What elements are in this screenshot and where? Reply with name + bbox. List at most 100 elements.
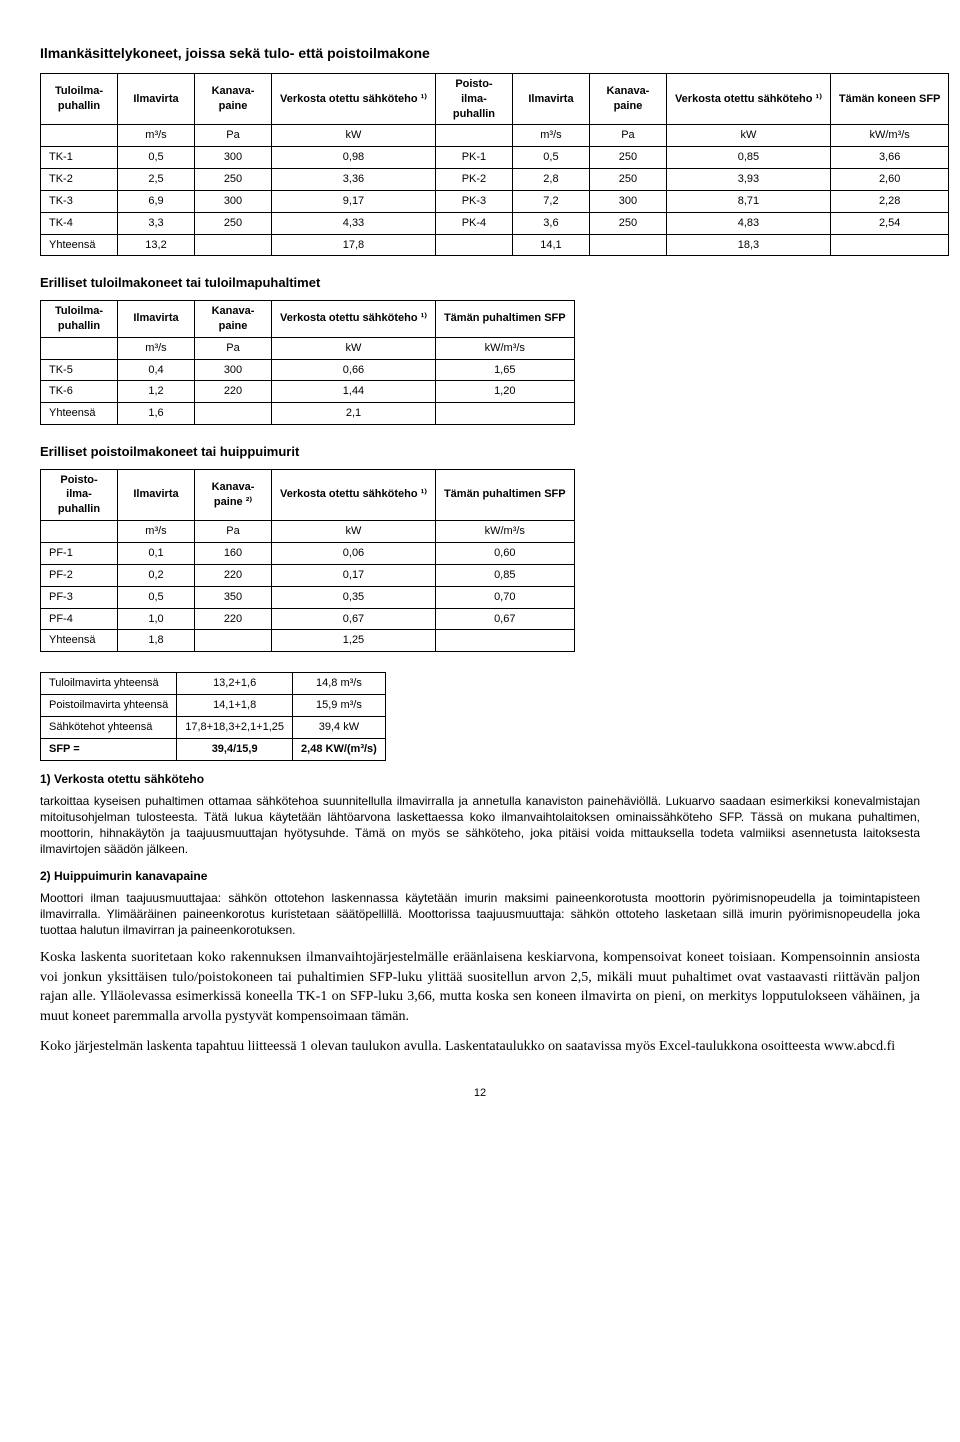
col-unit: kW [666,125,830,147]
col-unit: Pa [195,125,272,147]
table-cell: PF-3 [41,586,118,608]
table-cell: 0,60 [435,543,574,565]
table-cell: TK-3 [41,190,118,212]
col-header: Ilmavirta [118,301,195,338]
table-cell: Yhteensä [41,403,118,425]
table-cell: 3,3 [118,212,195,234]
col-header: Tuloilma-puhallin [41,73,118,125]
table-cell: 250 [589,169,666,191]
summary-table-host: Tuloilmavirta yhteensä13,2+1,614,8 m³/sP… [40,672,920,760]
section-title-1: Ilmankäsittelykoneet, joissa sekä tulo- … [40,44,920,63]
table-cell: TK-1 [41,147,118,169]
table-cell: 0,06 [272,543,436,565]
summary-row: Sähkötehot yhteensä17,8+18,3+2,1+1,2539,… [41,716,386,738]
table-row: TK-10,53000,98PK-10,52500,853,66 [41,147,949,169]
table-cell: 1,20 [435,381,574,403]
table-cell: 1,6 [118,403,195,425]
col-header: Tämän puhaltimen SFP [435,301,574,338]
col-unit: kW/m³/s [830,125,948,147]
summary-cell: Poistoilmavirta yhteensä [41,695,177,717]
table-cell: 0,4 [118,359,195,381]
table-cell: 0,85 [666,147,830,169]
table-cell: 17,8 [272,234,436,256]
col-header: Verkosta otettu sähköteho ¹⁾ [272,469,436,521]
col-unit [41,521,118,543]
col-header: Ilmavirta [512,73,589,125]
col-unit: m³/s [118,521,195,543]
col-header: Poisto-ilma-puhallin [435,73,512,125]
summary-cell: 2,48 KW/(m³/s) [293,738,386,760]
table-cell: 300 [195,190,272,212]
table-row: TK-22,52503,36PK-22,82503,932,60 [41,169,949,191]
table-cell: 3,93 [666,169,830,191]
table-cell: 220 [195,608,272,630]
footnote-1-heading: 1) Verkosta otettu sähköteho [40,771,920,787]
col-header: Tämän koneen SFP [830,73,948,125]
table-cell: 0,5 [118,147,195,169]
summary-cell: 39,4 kW [293,716,386,738]
table-cell: 250 [589,147,666,169]
table-row: PF-41,02200,670,67 [41,608,575,630]
col-header: Kanava-paine ²⁾ [195,469,272,521]
table-cell: 0,85 [435,564,574,586]
table-cell: Yhteensä [41,630,118,652]
col-unit: Pa [195,521,272,543]
summary-row: SFP =39,4/15,92,48 KW/(m³/s) [41,738,386,760]
table-cell: 350 [195,586,272,608]
table-row: PF-10,11600,060,60 [41,543,575,565]
table-row: TK-36,93009,17PK-37,23008,712,28 [41,190,949,212]
table-cell: 2,28 [830,190,948,212]
col-header: Poisto-ilma-puhallin [41,469,118,521]
table-cell: 0,5 [118,586,195,608]
table-1-host: Tuloilma-puhallin Ilmavirta Kanava-paine Ve… [40,73,920,257]
table-cell: 4,33 [272,212,436,234]
table-cell: PK-1 [435,147,512,169]
col-unit [41,337,118,359]
col-unit: kW/m³/s [435,521,574,543]
col-unit: kW [272,337,436,359]
table-cell: 0,2 [118,564,195,586]
table-cell: 3,66 [830,147,948,169]
footnote-2-heading: 2) Huippuimurin kanavapaine [40,868,920,884]
table-cell [435,234,512,256]
table-cell: 0,66 [272,359,436,381]
table-cell: 13,2 [118,234,195,256]
col-header: Kanava-paine [195,73,272,125]
table-row: Yhteensä1,81,25 [41,630,575,652]
table-cell: 160 [195,543,272,565]
table-cell: 300 [589,190,666,212]
table-cell: 4,83 [666,212,830,234]
summary-cell: SFP = [41,738,177,760]
table-cell: 18,3 [666,234,830,256]
table-cell: 0,5 [512,147,589,169]
table-cell: 300 [195,359,272,381]
summary-cell: Sähkötehot yhteensä [41,716,177,738]
summary-row: Poistoilmavirta yhteensä14,1+1,815,9 m³/… [41,695,386,717]
col-header: Verkosta otettu sähköteho ¹⁾ [666,73,830,125]
paragraph-2: Koko järjestelmän laskenta tapahtuu liit… [40,1037,920,1057]
table-cell: 250 [195,169,272,191]
table-row: Yhteensä1,6 2,1 [41,403,575,425]
col-unit: Pa [195,337,272,359]
table-cell: 1,2 [118,381,195,403]
summary-cell: 13,2+1,6 [177,673,293,695]
col-header: Kanava-paine [195,301,272,338]
table-cell: 0,17 [272,564,436,586]
summary-row: Tuloilmavirta yhteensä13,2+1,614,8 m³/s [41,673,386,695]
table-cell [435,403,574,425]
table-cell: PF-4 [41,608,118,630]
col-header: Ilmavirta [118,469,195,521]
table-row: TK-61,22201,441,20 [41,381,575,403]
table-cell: Yhteensä [41,234,118,256]
table-cell [195,234,272,256]
col-unit: kW/m³/s [435,337,574,359]
table-cell: 2,1 [272,403,436,425]
table-cell: 14,1 [512,234,589,256]
col-unit: m³/s [118,125,195,147]
table-cell: PK-3 [435,190,512,212]
page-number: 12 [40,1086,920,1101]
table-cell: TK-2 [41,169,118,191]
table-cell: PF-2 [41,564,118,586]
col-unit: m³/s [512,125,589,147]
col-unit: kW [272,521,436,543]
